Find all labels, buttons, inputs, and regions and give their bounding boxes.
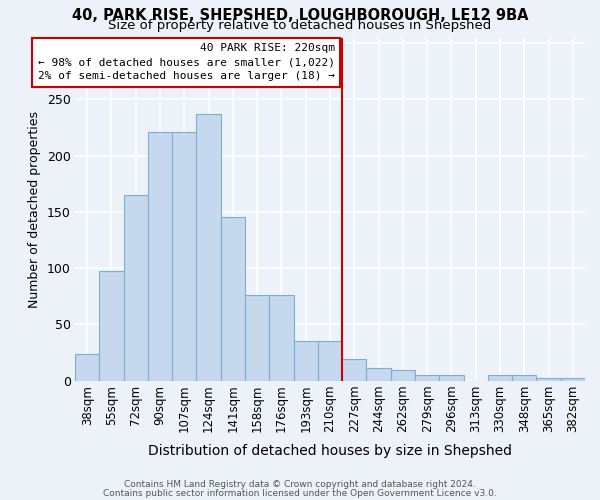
Bar bbox=[196, 114, 221, 380]
Bar bbox=[293, 341, 318, 380]
Bar bbox=[221, 218, 245, 380]
Text: Contains HM Land Registry data © Crown copyright and database right 2024.: Contains HM Land Registry data © Crown c… bbox=[124, 480, 476, 489]
Bar bbox=[536, 378, 561, 380]
Bar bbox=[488, 375, 512, 380]
Bar bbox=[75, 354, 100, 380]
Bar bbox=[439, 375, 464, 380]
Text: 40, PARK RISE, SHEPSHED, LOUGHBOROUGH, LE12 9BA: 40, PARK RISE, SHEPSHED, LOUGHBOROUGH, L… bbox=[72, 8, 528, 22]
Bar bbox=[561, 378, 585, 380]
Bar bbox=[342, 359, 367, 380]
Y-axis label: Number of detached properties: Number of detached properties bbox=[28, 110, 41, 308]
Text: 40 PARK RISE: 220sqm
← 98% of detached houses are smaller (1,022)
2% of semi-det: 40 PARK RISE: 220sqm ← 98% of detached h… bbox=[38, 43, 335, 81]
Bar bbox=[269, 295, 293, 380]
Bar bbox=[391, 370, 415, 380]
Bar bbox=[318, 341, 342, 380]
Bar bbox=[100, 272, 124, 380]
Text: Contains public sector information licensed under the Open Government Licence v3: Contains public sector information licen… bbox=[103, 488, 497, 498]
X-axis label: Distribution of detached houses by size in Shepshed: Distribution of detached houses by size … bbox=[148, 444, 512, 458]
Bar bbox=[415, 375, 439, 380]
Bar bbox=[124, 195, 148, 380]
Bar bbox=[245, 295, 269, 380]
Bar bbox=[512, 375, 536, 380]
Bar bbox=[172, 132, 196, 380]
Bar bbox=[367, 368, 391, 380]
Text: Size of property relative to detached houses in Shepshed: Size of property relative to detached ho… bbox=[109, 18, 491, 32]
Bar bbox=[148, 132, 172, 380]
